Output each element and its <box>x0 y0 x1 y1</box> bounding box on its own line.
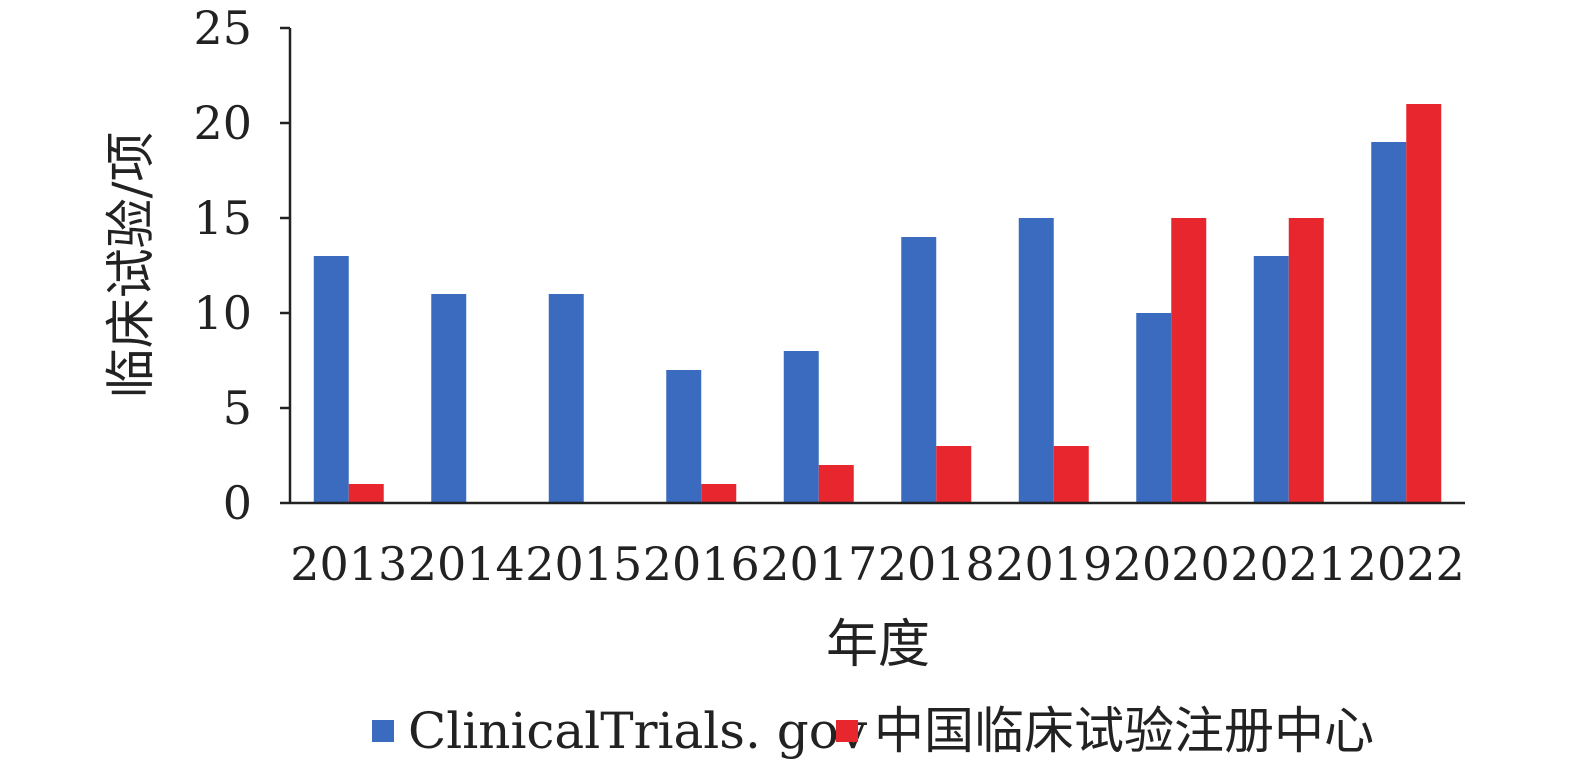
bar-chinese-registry-2017 <box>818 465 854 503</box>
y-tick-label: 10 <box>193 286 252 340</box>
bars-layer <box>313 104 1442 503</box>
bar-chinese-registry-2019 <box>1053 446 1089 503</box>
legend: ClinicalTrials. gov 中国临床试验注册中心 <box>372 702 1374 760</box>
x-tick-label: 2015 <box>525 537 642 591</box>
bar-clinicaltrials-2015 <box>548 294 584 503</box>
y-tick-label: 25 <box>193 1 252 55</box>
legend-swatch-chinese-registry <box>836 720 858 742</box>
axes-layer <box>288 28 1465 505</box>
bar-clinicaltrials-2019 <box>1018 218 1054 503</box>
y-axis-title: 临床试验/项 <box>102 132 160 399</box>
bar-clinicaltrials-2018 <box>901 237 937 503</box>
y-tick-label: 15 <box>193 191 252 245</box>
x-tick-label: 2018 <box>878 537 995 591</box>
x-tick-label: 2013 <box>290 537 407 591</box>
legend-label-clinicaltrials: ClinicalTrials. gov <box>408 702 868 760</box>
x-tick-label: 2016 <box>643 537 760 591</box>
y-tick-label: 5 <box>223 381 252 435</box>
legend-label-chinese-registry: 中国临床试验注册中心 <box>874 702 1374 760</box>
legend-swatch-clinicaltrials <box>372 720 394 742</box>
bar-clinicaltrials-2021 <box>1253 256 1289 503</box>
bar-clinicaltrials-2013 <box>313 256 349 503</box>
x-tick-label: 2017 <box>760 537 877 591</box>
bar-chinese-registry-2021 <box>1288 218 1324 503</box>
bar-clinicaltrials-2020 <box>1136 313 1172 503</box>
y-tick-label: 20 <box>193 96 252 150</box>
x-tick-label: 2021 <box>1230 537 1347 591</box>
bar-clinicaltrials-2022 <box>1371 142 1407 503</box>
bar-chinese-registry-2013 <box>348 484 384 503</box>
y-tick-label: 0 <box>223 476 252 530</box>
x-ticks: 2013 2014 2015 2016 2017 2018 2019 2020 2021 2022 <box>290 537 1465 591</box>
bar-clinicaltrials-2016 <box>666 370 702 503</box>
bar-clinicaltrials-2014 <box>431 294 467 503</box>
x-tick-label: 2019 <box>995 537 1112 591</box>
bar-chinese-registry-2022 <box>1406 104 1442 503</box>
x-axis-title: 年度 <box>826 615 930 675</box>
bar-chinese-registry-2020 <box>1171 218 1207 503</box>
x-tick-label: 2014 <box>408 537 525 591</box>
y-ticks: 0 5 10 15 20 25 <box>193 1 290 530</box>
x-tick-label: 2020 <box>1113 537 1230 591</box>
bar-clinicaltrials-2017 <box>783 351 819 503</box>
x-tick-label: 2022 <box>1348 537 1465 591</box>
bar-chinese-registry-2018 <box>936 446 972 503</box>
bar-chinese-registry-2016 <box>701 484 737 503</box>
